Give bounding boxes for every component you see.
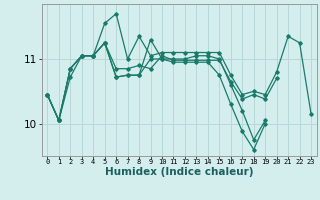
X-axis label: Humidex (Indice chaleur): Humidex (Indice chaleur) bbox=[105, 167, 253, 177]
